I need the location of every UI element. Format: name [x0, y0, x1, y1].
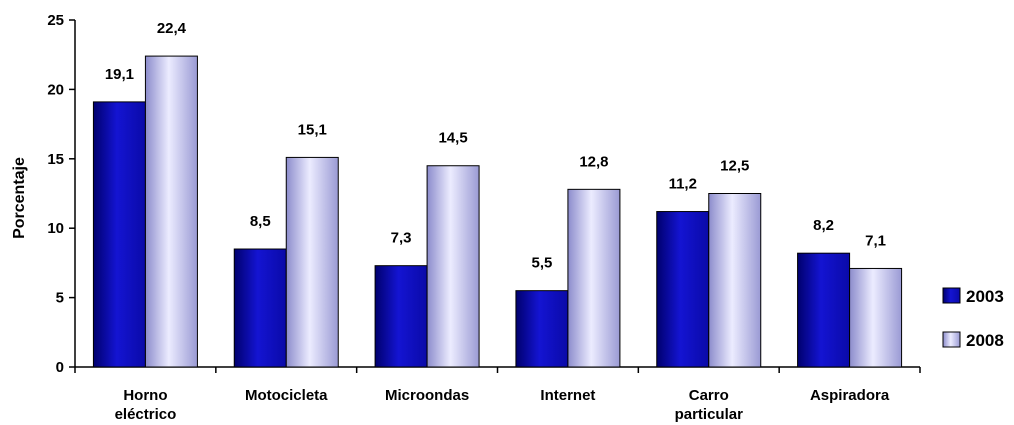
bar-2008 — [144, 55, 198, 368]
x-tick-label: Motocicleta — [245, 387, 328, 404]
x-tick-label: eléctrico — [115, 406, 177, 423]
y-tick-label: 25 — [47, 12, 64, 29]
data-label-2008: 14,5 — [438, 130, 467, 147]
bar-2008 — [426, 165, 480, 368]
legend-swatch-2008 — [942, 331, 961, 348]
y-tick-label: 10 — [47, 220, 64, 237]
data-label-2003: 19,1 — [105, 66, 134, 83]
data-label-2003: 8,5 — [250, 213, 271, 230]
bar-2008 — [567, 188, 621, 368]
y-tick-label: 5 — [56, 290, 64, 307]
bar-2008 — [708, 193, 762, 368]
legend-label-2003: 2003 — [966, 287, 1004, 306]
axes: 0 5 10 15 20 25 — [47, 12, 921, 376]
x-tick-label: Horno — [123, 387, 167, 404]
data-label-2008: 7,1 — [865, 232, 886, 249]
data-label-2008: 12,5 — [720, 158, 749, 175]
data-label-2003: 8,2 — [813, 217, 834, 234]
bars — [92, 55, 903, 368]
bar-2008 — [285, 156, 339, 368]
bar-2003 — [233, 248, 287, 368]
y-tick-label: 20 — [47, 81, 64, 98]
x-tick-label: Microondas — [385, 387, 469, 404]
y-tick-label: 15 — [47, 151, 64, 168]
category-labels: Horno eléctrico Motocicleta Microondas Inter… — [115, 387, 890, 423]
legend: 2003 2008 — [942, 287, 1004, 350]
data-label-2008: 12,8 — [579, 153, 608, 170]
data-label-2003: 7,3 — [391, 230, 412, 247]
data-label-2008: 15,1 — [298, 121, 327, 138]
bar-2003 — [374, 265, 428, 368]
data-label-2003: 11,2 — [669, 176, 697, 193]
x-tick-label: Aspiradora — [810, 387, 890, 404]
data-label-2008: 22,4 — [157, 20, 187, 37]
bar-2003 — [515, 290, 569, 368]
data-labels: 19,1 22,4 8,5 15,1 7,3 14,5 5,5 12,8 11,2 12,5 8,2… — [105, 20, 886, 272]
data-label-2003: 5,5 — [531, 255, 552, 272]
legend-swatch-2003 — [942, 287, 961, 304]
bar-2003 — [92, 101, 146, 368]
legend-label-2008: 2008 — [966, 331, 1004, 350]
bar-2003 — [656, 211, 710, 368]
bar-2003 — [797, 252, 851, 368]
x-tick-label: Carro — [689, 387, 729, 404]
bar-2008 — [849, 267, 903, 368]
x-tick-label: Internet — [540, 387, 595, 404]
x-tick-label: particular — [675, 406, 744, 423]
y-tick-label: 0 — [56, 359, 64, 376]
y-axis-label: Porcentaje — [11, 157, 28, 239]
